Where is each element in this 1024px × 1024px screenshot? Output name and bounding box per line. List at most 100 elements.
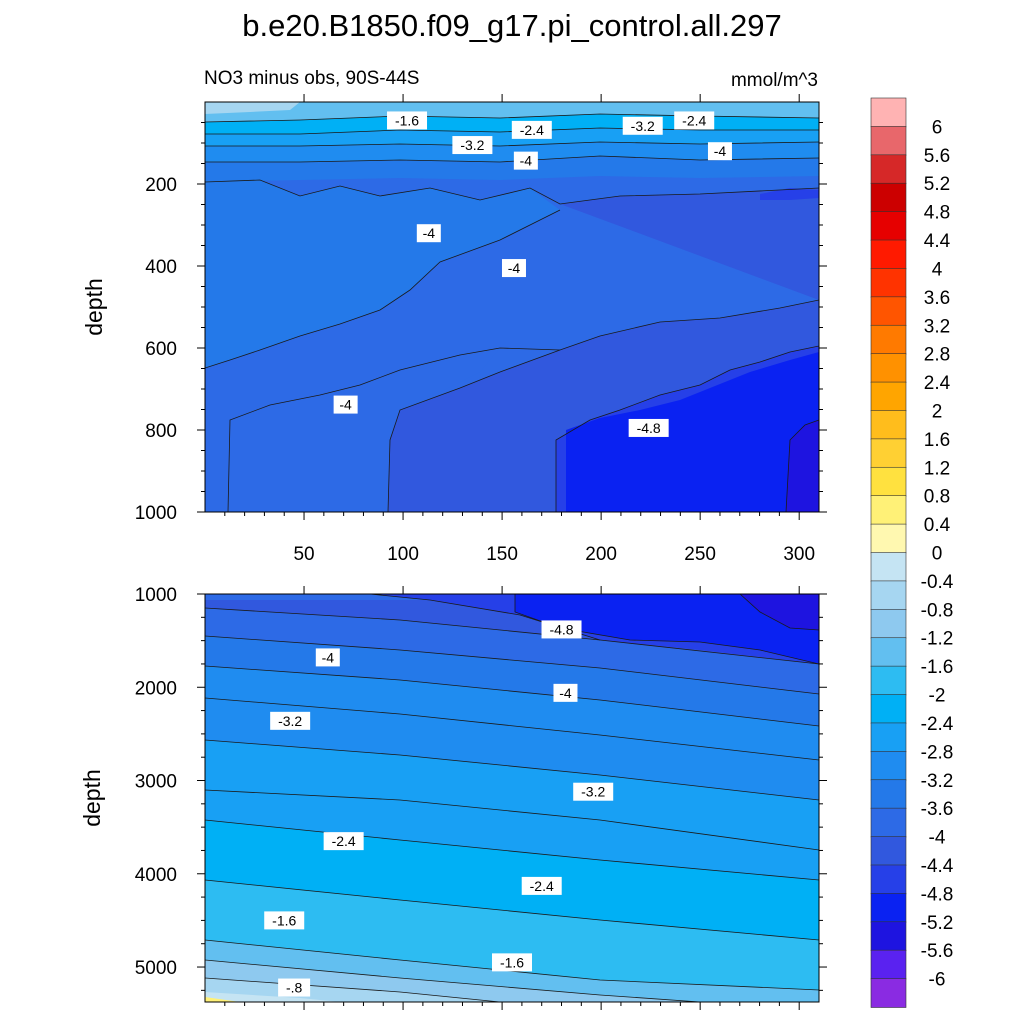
contour-label-bg	[501, 259, 526, 278]
colorbar-swatch	[870, 637, 907, 667]
colorbar-label: -5.6	[921, 941, 954, 962]
contour-label: -1.6	[492, 953, 532, 972]
contour-label: -2.4	[521, 876, 562, 895]
bottom-panel-fills	[205, 594, 819, 1002]
colorbar-swatch	[870, 239, 907, 270]
colorbar-label: -2	[929, 686, 946, 707]
top-y-tick-label: 1000	[135, 503, 177, 524]
contour-label: -4	[707, 142, 732, 161]
colorbar-swatch	[870, 211, 907, 241]
colorbar-swatch	[870, 381, 907, 412]
colorbar-swatch	[870, 324, 907, 355]
bot-fill-minus-0-4	[205, 992, 340, 1002]
top-x-tick-label: 100	[387, 544, 419, 565]
contour-label: -3.2	[622, 116, 663, 135]
colorbar-swatch	[870, 751, 907, 781]
colorbar-label: 2	[932, 401, 943, 422]
colorbar-swatch	[870, 523, 907, 554]
top-contour-lines	[205, 113, 819, 512]
bot-fill-minus-3-2b	[205, 698, 819, 800]
contour-label: -3.2	[270, 711, 311, 730]
contour-label-text: -.8	[286, 980, 303, 996]
contour-label-bg	[270, 711, 311, 730]
contour-label-text: -4	[423, 225, 436, 241]
colorbar-swatch	[870, 580, 907, 611]
top-y-axis-label: depth	[81, 278, 107, 336]
contour-label-text: -1.6	[500, 954, 524, 970]
contour-label-text: -2.4	[332, 833, 356, 849]
contour-label-text: -4	[559, 685, 572, 701]
bottom-plot-frame	[204, 593, 820, 1003]
chart-units: mmol/m^3	[731, 70, 818, 91]
colorbar-swatch	[870, 665, 907, 696]
contour-label: -1.6	[264, 911, 305, 930]
top-y-tick-label: 800	[145, 421, 177, 442]
colorbar-swatch	[870, 154, 907, 185]
top-fill-minus-5-2	[566, 352, 819, 512]
bottom-y-tick-label: 4000	[135, 865, 177, 886]
contour-label: -4	[513, 151, 538, 170]
contour-label-bg	[622, 116, 663, 135]
contour-label: -2.4	[674, 111, 715, 130]
contour-label: -4	[416, 224, 441, 243]
contour-label-text: -3.2	[581, 784, 605, 800]
top-x-tick-label: 250	[684, 544, 716, 565]
colorbar-label: 5.6	[924, 146, 950, 167]
bottom-y-tick-label: 1000	[135, 585, 177, 606]
colorbar-label: -2.8	[921, 742, 954, 763]
colorbar-label: -1.2	[921, 629, 954, 650]
bot-fill-minus-5-6	[740, 594, 819, 630]
colorbar-label: -0.4	[921, 572, 954, 593]
contour-label-text: -4.8	[549, 621, 573, 637]
bottom-y-tick-label: 3000	[135, 772, 177, 793]
colorbar-label: 6	[932, 117, 943, 138]
contour-label-text: -2.4	[520, 122, 544, 138]
contour-label-bg	[513, 151, 538, 170]
colorbar-label: 1.2	[924, 458, 950, 479]
contour-label-text: -1.6	[395, 112, 419, 128]
contour-label: -3.2	[573, 782, 614, 801]
colorbar-swatch	[870, 466, 907, 497]
top-fill-minus-3-6-tongue	[205, 180, 560, 368]
colorbar-label: -0.8	[921, 600, 954, 621]
bot-fill-minus-3-2	[205, 666, 819, 760]
contour-label: -.8	[278, 978, 311, 997]
colorbar-swatch	[870, 921, 907, 951]
contour-label: -4	[501, 259, 526, 278]
colorbar-swatch	[870, 722, 907, 753]
colorbar-swatch	[870, 949, 907, 980]
colorbar-label: 3.2	[924, 316, 950, 337]
colorbar-label: 4.8	[924, 203, 950, 224]
top-fill-minus-0-8	[205, 102, 300, 114]
bottom-contour-lines	[205, 594, 819, 1002]
contour-label-bg	[573, 782, 614, 801]
colorbar-swatch	[870, 410, 907, 440]
contour-label-bg	[553, 683, 578, 702]
contour-label-bg	[278, 978, 311, 997]
contour-label-text: -4	[520, 153, 533, 169]
bot-fill-minus-2-8b	[205, 790, 819, 880]
colorbar-swatch	[870, 978, 907, 1008]
top-fill-minus-3-2	[205, 142, 819, 162]
contour-label-bg	[452, 136, 493, 155]
colorbar-swatch	[870, 779, 907, 809]
contour-label-text: -3.2	[460, 137, 484, 153]
contour-label: -4.8	[628, 418, 669, 437]
contour-label-bg	[511, 120, 552, 139]
chart-subtitle-left: NO3 minus obs, 90S-44S	[204, 68, 419, 89]
colorbar-label: -1.6	[921, 657, 954, 678]
colorbar-label: -2.4	[921, 714, 954, 735]
colorbar-swatch	[870, 893, 907, 923]
contour-label-text: -4	[322, 649, 335, 665]
contour-label-text: -1.6	[272, 912, 296, 928]
contour-label-text: -4	[508, 260, 521, 276]
contour-label-bg	[521, 876, 562, 895]
colorbar-swatch	[870, 126, 907, 156]
top-fill-minus-5-6	[786, 420, 819, 512]
bot-fill-minus-3-6	[205, 636, 819, 726]
contour-labels: -1.6 -2.4 -3.2 -3.2 -2.4 -4 -4 -4 -4 -4 -4.8 -4.8 -4…	[264, 111, 732, 997]
contour-label-bg	[333, 395, 358, 414]
contour-label-text: -3.2	[278, 713, 302, 729]
colorbar-label: 0.8	[924, 487, 950, 508]
colorbar-swatch	[870, 495, 907, 525]
